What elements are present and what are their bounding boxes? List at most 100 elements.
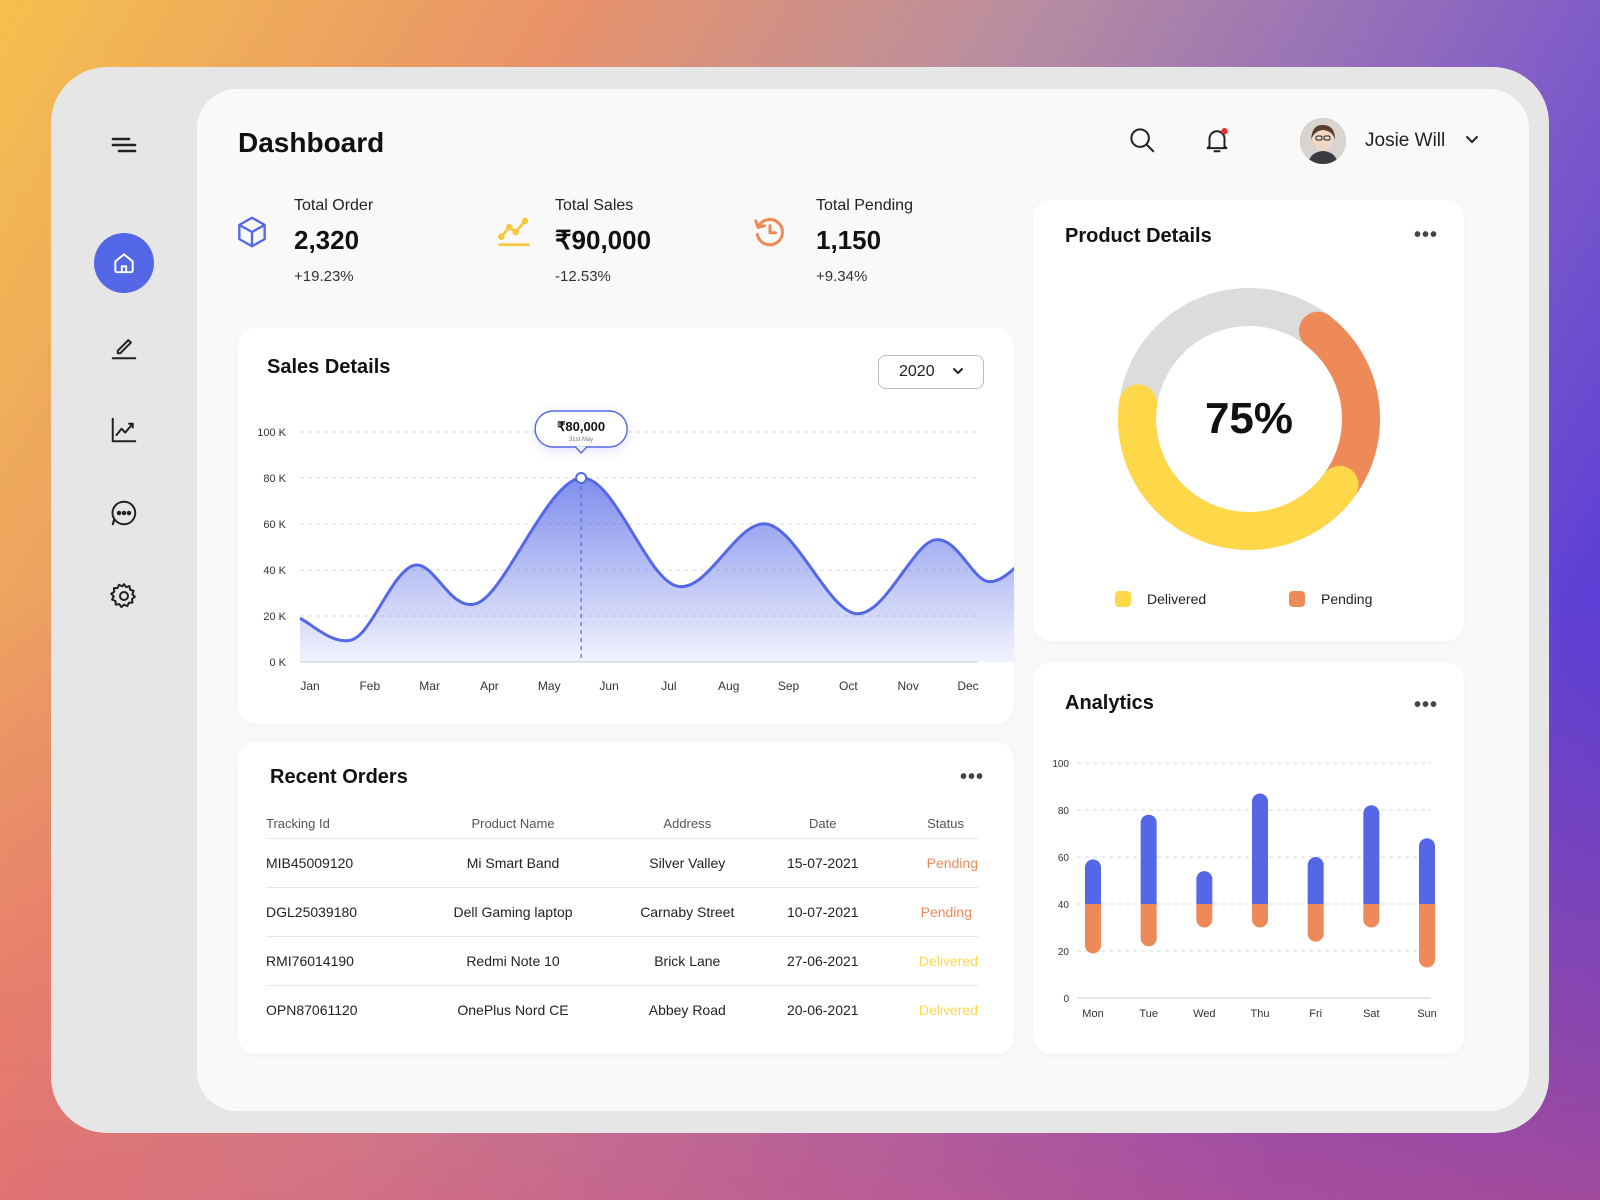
sales-line-chart: ₹80,000 31st May 0 K 20 K 40 K 60 K 80 K 100 … [257,410,1014,693]
y-tick-label: 40 K [263,565,286,577]
notification-bell-icon[interactable] [1202,125,1232,155]
table-row[interactable]: RMI76014190 Redmi Note 10 Brick Lane 27-… [266,935,978,985]
table-row[interactable]: MIB45009120 Mi Smart Band Silver Valley … [266,837,978,887]
tracking-id: MIB45009120 [266,837,416,887]
tracking-id: DGL25039180 [266,886,416,936]
legend-label: Delivered [1147,591,1207,607]
box-icon [238,216,266,248]
y-tick-label: 20 K [263,611,286,623]
legend-swatch [1115,591,1131,607]
sales-line [299,476,1014,643]
sales-details-card: Sales Details 2020 [238,328,1014,724]
avatar[interactable] [1300,118,1346,164]
sales-tooltip: ₹80,000 31st May [534,410,628,455]
legend-pending: Pending [1289,591,1372,607]
bar-pending [1419,904,1435,968]
chevron-down-icon [953,368,963,374]
date: 15-07-2021 [764,837,882,887]
product-name: Mi Smart Band [415,837,611,887]
product-details-card: Product Details ••• 75% Delivered Pendin… [1033,200,1464,641]
x-tick-label: Nov [898,679,919,693]
sidebar-item-analytics[interactable] [94,400,154,460]
sales-area [300,477,1014,662]
bar-pending [1085,904,1101,954]
stat-change: +19.23% [294,268,354,285]
tracking-id: OPN87061120 [266,984,416,1034]
y-tick-label: 100 [1052,759,1069,770]
home-icon [114,253,134,274]
stat-total-order: Total Order 2,320 +19.23% [294,197,373,285]
stat-value: 2,320 [294,225,360,255]
tooltip-pointer [574,446,588,455]
card-title: Sales Details [267,356,391,378]
date: 27-06-2021 [764,935,882,985]
sales-marker-dot[interactable] [575,472,588,484]
analytics-card: Analytics ••• 0 20 40 60 80 100 Mon Tue Wed Thu Fr… [1033,662,1464,1054]
search-icon[interactable] [1127,125,1157,155]
analytics-bar-chart: 0 20 40 60 80 100 Mon Tue Wed Thu Fri Sat Sun [1052,759,1437,1020]
menu-icon [111,137,137,153]
bar-delivered [1419,838,1435,904]
donut-slice-delivered [1118,384,1359,550]
status-badge: Pending [881,886,978,936]
address: Brick Lane [610,935,765,985]
y-tick-label: 60 [1058,853,1070,864]
bar-pending [1363,904,1380,928]
address: Carnaby Street [610,886,765,936]
bar-pending [1140,904,1157,947]
menu-button[interactable] [94,115,154,175]
table-header-row: Tracking Id Product Name Address Date St… [266,810,978,838]
year-select[interactable]: 2020 [878,355,984,389]
bar-delivered [1085,859,1101,904]
x-tick-label: May [538,679,561,693]
x-tick-label: Mon [1082,1008,1103,1020]
x-tick-label: Thu [1251,1008,1270,1020]
bar-delivered [1363,805,1380,904]
sidebar-item-home[interactable] [94,233,154,293]
stat-total-pending: Total Pending 1,150 +9.34% [816,197,913,285]
x-tick-label: Sun [1417,1008,1437,1020]
status-badge: Delivered [881,984,978,1034]
x-tick-label: Jan [300,679,319,693]
sidebar-item-messages[interactable] [94,483,154,543]
more-options-button[interactable]: ••• [960,766,985,788]
x-tick-label: Mar [419,679,440,693]
chart-line-icon [111,417,137,443]
table-row[interactable]: DGL25039180 Dell Gaming laptop Carnaby S… [266,886,978,936]
bar-delivered [1196,871,1213,904]
column-header: Address [663,816,712,832]
x-tick-label: Dec [957,679,978,693]
avatar-image [1300,118,1346,164]
sidebar-item-settings[interactable] [94,566,154,626]
product-name: Redmi Note 10 [415,935,611,985]
legend-delivered: Delivered [1115,591,1206,607]
trend-icon [498,217,530,247]
x-tick-label: Jun [599,679,618,693]
x-tick-label: Tue [1139,1008,1158,1020]
stat-value: ₹90,000 [555,225,652,255]
x-tick-label: Aug [718,679,739,693]
y-tick-label: 20 [1058,947,1070,958]
recent-orders-card: Recent Orders ••• Tracking Id Product Na… [238,742,1014,1054]
column-header: Product Name [471,816,555,832]
stat-label: Total Pending [816,197,913,214]
address: Silver Valley [610,837,765,887]
table-row[interactable]: OPN87061120 OnePlus Nord CE Abbey Road 2… [266,984,978,1034]
column-header: Status [927,816,964,832]
y-tick-label: 0 [1063,994,1069,1005]
x-tick-label: Sat [1363,1008,1380,1020]
x-tick-label: Jul [661,679,676,693]
main-panel: Dashboard Josie Will [197,89,1529,1111]
product-donut-chart: 75% [1118,288,1380,550]
x-tick-label: Fri [1309,1008,1322,1020]
product-name: Dell Gaming laptop [415,886,611,936]
user-name[interactable]: Josie Will [1365,130,1446,151]
sidebar-item-edit[interactable] [94,317,154,377]
chevron-down-icon[interactable] [1465,134,1479,146]
history-icon [754,217,784,247]
date: 10-07-2021 [764,886,882,936]
card-title: Product Details [1065,225,1212,247]
date: 20-06-2021 [764,984,882,1034]
x-tick-label: Wed [1193,1008,1215,1020]
tracking-id: RMI76014190 [266,935,416,985]
